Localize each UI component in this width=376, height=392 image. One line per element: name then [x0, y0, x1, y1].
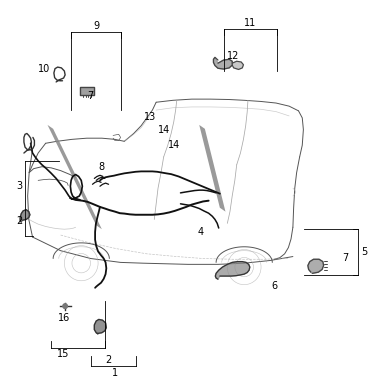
Text: 13: 13: [144, 112, 156, 122]
Text: 2: 2: [105, 355, 112, 365]
Polygon shape: [215, 261, 250, 279]
Circle shape: [63, 304, 67, 309]
Text: 4: 4: [198, 227, 204, 237]
Text: 7: 7: [342, 254, 349, 263]
Text: 14: 14: [158, 125, 170, 135]
Polygon shape: [308, 259, 324, 273]
Polygon shape: [47, 125, 102, 229]
Text: 9: 9: [93, 21, 99, 31]
Polygon shape: [20, 210, 30, 222]
Text: 15: 15: [58, 349, 70, 359]
Text: 3: 3: [17, 181, 23, 191]
Text: 12: 12: [227, 51, 239, 61]
Text: 11: 11: [244, 18, 256, 28]
Text: 14: 14: [168, 140, 180, 150]
Text: 8: 8: [99, 162, 105, 172]
Polygon shape: [94, 319, 106, 334]
Text: 2: 2: [16, 216, 23, 227]
Text: 6: 6: [271, 281, 277, 291]
Polygon shape: [214, 57, 232, 69]
Text: 5: 5: [361, 247, 367, 257]
Text: 7: 7: [88, 91, 94, 102]
Polygon shape: [199, 125, 226, 212]
Text: 10: 10: [38, 64, 50, 74]
Text: 16: 16: [58, 313, 70, 323]
Polygon shape: [232, 61, 243, 69]
Polygon shape: [80, 87, 94, 95]
Text: 1: 1: [112, 368, 118, 377]
